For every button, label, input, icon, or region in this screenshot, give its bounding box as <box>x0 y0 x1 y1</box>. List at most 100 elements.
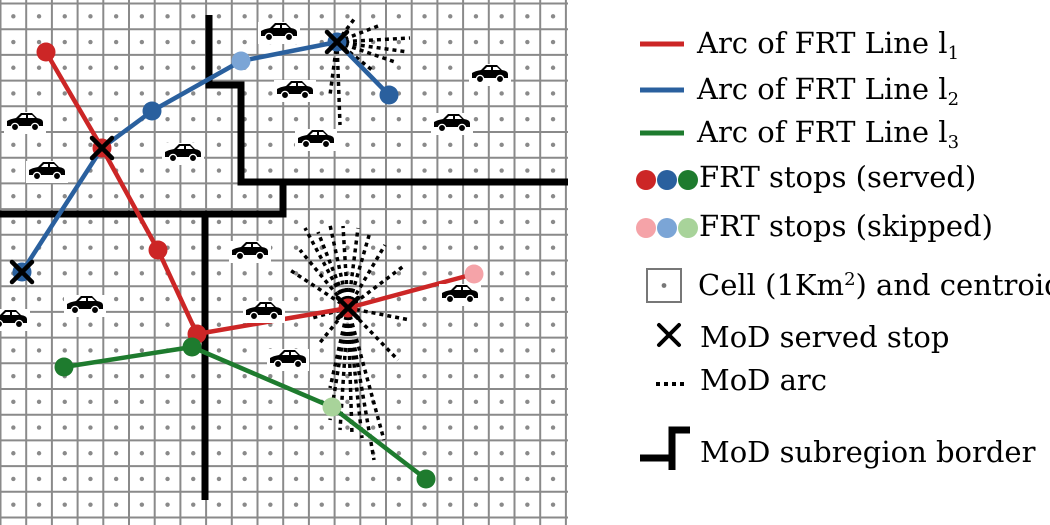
centroid-dot-icon <box>88 142 93 148</box>
legend-served-label: FRT stops (served) <box>699 160 976 194</box>
centroid-dot-icon <box>293 399 299 405</box>
car-icon <box>274 80 316 102</box>
centroid-dot-icon <box>370 502 376 507</box>
centroid-dot-icon <box>113 425 119 430</box>
centroid-dot-icon <box>525 322 530 327</box>
centroid-dot-icon <box>525 451 530 456</box>
centroid-dot-icon <box>165 425 170 430</box>
centroid-dot-icon <box>88 91 93 96</box>
centroid-dot-icon <box>11 451 16 456</box>
centroid-dot-icon <box>422 194 427 199</box>
centroid-dot-icon <box>448 142 453 148</box>
centroid-dot-icon <box>113 451 119 456</box>
centroid-dot-icon <box>88 425 93 430</box>
centroid-dot-icon <box>473 322 479 327</box>
centroid-dot-icon <box>216 296 222 302</box>
centroid-dot-icon <box>448 194 453 199</box>
centroid-dot-icon <box>216 399 222 405</box>
centroid-dot-icon <box>293 476 299 482</box>
stop-dot-icon <box>464 264 484 284</box>
centroid-dot-icon <box>113 296 119 302</box>
centroid-dot-icon <box>396 373 402 379</box>
centroid-dot-icon <box>88 14 93 19</box>
centroid-dot-icon <box>36 219 42 225</box>
centroid-dot-icon <box>525 168 530 173</box>
centroid-dot-icon <box>319 219 324 225</box>
centroid-dot-icon <box>525 425 530 430</box>
centroid-dot-icon <box>191 502 196 507</box>
centroid-dot-icon <box>499 116 504 122</box>
centroid-dot-icon <box>396 39 402 45</box>
centroid-dot-icon <box>216 425 222 430</box>
centroid-dot-icon <box>319 425 324 430</box>
mod-arc <box>346 231 372 309</box>
centroid-dot-icon <box>473 39 479 45</box>
mod-arc <box>346 307 386 441</box>
centroid-dot-icon <box>139 399 145 405</box>
centroid-dot-icon <box>242 451 247 456</box>
centroid-dot-icon <box>191 451 196 456</box>
car-icon <box>267 349 309 371</box>
mod-arc <box>328 307 350 389</box>
centroid-dot-icon <box>525 373 530 379</box>
centroid-dot-icon <box>422 116 427 122</box>
centroid-dot-icon <box>113 116 119 122</box>
centroid-dot-icon <box>216 348 222 353</box>
mod-arc <box>316 231 350 309</box>
centroid-dot-icon <box>216 65 222 70</box>
mod-arc <box>346 307 354 436</box>
centroid-dot-icon <box>345 14 350 19</box>
centroid-dot-icon <box>396 271 402 276</box>
centroid-dot-icon <box>396 348 402 353</box>
legend-green-arc-label: Arc of FRT Line l3 <box>696 115 959 153</box>
centroid-dot-icon <box>499 373 504 379</box>
stop-dot-icon <box>322 397 342 417</box>
centroid-dot-icon <box>242 425 247 430</box>
centroid-dot-icon <box>62 245 67 250</box>
centroid-dot-icon <box>191 271 196 276</box>
centroid-dot-icon <box>422 219 427 225</box>
centroid-dot-icon <box>268 219 273 225</box>
centroid-dot-icon <box>525 296 530 302</box>
centroid-dot-icon <box>62 451 67 456</box>
centroid-dot-icon <box>88 39 93 45</box>
stop-dot-icon <box>142 101 162 121</box>
centroid-dot-icon <box>268 142 273 148</box>
centroid-dot-icon <box>422 245 427 250</box>
centroid-dot-icon <box>345 142 350 148</box>
centroid-dot-icon <box>191 116 196 122</box>
centroid-dot-icon <box>550 451 556 456</box>
mod-arc <box>303 227 350 309</box>
centroid-dot-icon <box>139 245 145 250</box>
centroid-dot-icon <box>113 322 119 327</box>
legend-cell-icon <box>646 268 682 303</box>
centroid-dot-icon <box>36 271 42 276</box>
centroid-dot-icon <box>370 65 376 70</box>
centroid-dot-icon <box>525 502 530 507</box>
centroid-dot-icon <box>88 116 93 122</box>
legend-skipped-label: FRT stops (skipped) <box>699 209 993 243</box>
centroid-dot-icon <box>191 14 196 19</box>
centroid-dot-icon <box>396 14 402 19</box>
centroid-dot-icon <box>473 451 479 456</box>
centroid-dot-icon <box>36 65 42 70</box>
centroid-dot-icon <box>36 425 42 430</box>
centroid-dot-icon <box>370 168 376 173</box>
centroid-dot-icon <box>11 348 16 353</box>
centroid-dot-icon <box>36 373 42 379</box>
centroid-dot-icon <box>11 168 16 173</box>
centroid-dot-icon <box>370 348 376 353</box>
centroid-dot-icon <box>216 476 222 482</box>
centroid-dot-icon <box>113 373 119 379</box>
centroid-dot-icon <box>62 65 67 70</box>
legend-border-label: MoD subregion border <box>700 435 1036 469</box>
centroid-dot-icon <box>113 271 119 276</box>
centroid-dot-icon <box>448 373 453 379</box>
centroid-dot-icon <box>242 271 247 276</box>
centroid-dot-icon <box>550 476 556 482</box>
centroid-dot-icon <box>293 425 299 430</box>
centroid-dot-icon <box>448 322 453 327</box>
stop-dot-icon <box>36 42 56 62</box>
centroid-dot-icon <box>499 39 504 45</box>
